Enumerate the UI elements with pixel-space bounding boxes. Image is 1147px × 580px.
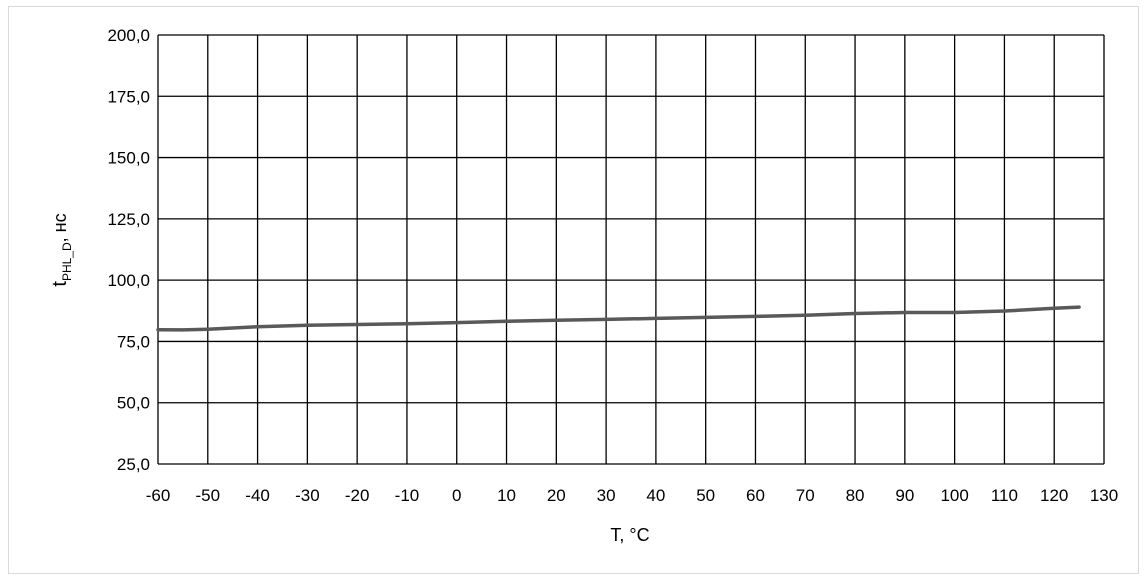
y-axis-label-unit: , нс: [50, 213, 70, 242]
x-axis-label: T, °C: [610, 525, 649, 545]
x-tick-label: 50: [696, 486, 715, 505]
x-tick-label: 130: [1090, 486, 1118, 505]
y-tick-label: 25,0: [117, 455, 150, 474]
x-tick-label: 100: [940, 486, 968, 505]
x-tick-label: 40: [646, 486, 665, 505]
x-tick-label: 60: [746, 486, 765, 505]
x-tick-label: 70: [796, 486, 815, 505]
x-tick-label: -10: [395, 486, 420, 505]
y-tick-label: 50,0: [117, 394, 150, 413]
x-tick-label: -40: [245, 486, 270, 505]
x-tick-label: 20: [547, 486, 566, 505]
y-tick-label: 175,0: [107, 87, 150, 106]
y-tick-label: 75,0: [117, 332, 150, 351]
x-tick-label: 10: [497, 486, 516, 505]
x-tick-label: -30: [295, 486, 320, 505]
y-tick-label: 150,0: [107, 149, 150, 168]
chart-frame: [8, 6, 1139, 574]
y-tick-label: 200,0: [107, 26, 150, 45]
x-tick-label: -50: [196, 486, 221, 505]
y-tick-label: 125,0: [107, 210, 150, 229]
x-tick-label: -20: [345, 486, 370, 505]
y-axis-label: tPHL_D, нс: [49, 213, 74, 286]
x-tick-label: -60: [146, 486, 171, 505]
y-axis-label-subscript: PHL_D: [60, 242, 74, 281]
x-tick-label: 0: [452, 486, 461, 505]
x-tick-label: 80: [846, 486, 865, 505]
y-axis-ticks: 25,0 50,0 75,0 100,0 125,0 150,0 175,0 200,0: [107, 26, 150, 474]
y-axis-label-main: t: [49, 281, 71, 287]
x-tick-label: 30: [597, 486, 616, 505]
x-tick-label: 120: [1040, 486, 1068, 505]
series-line: [156, 305, 1081, 332]
x-tick-label: 90: [895, 486, 914, 505]
series-layer: [156, 305, 1081, 332]
grid: [157, 34, 1105, 465]
x-axis-ticks: -60 -50 -40 -30 -20 -10 0 10 20 30 40 50 60 70 80 90 100…: [146, 486, 1118, 505]
x-tick-label: 110: [991, 486, 1018, 505]
y-tick-label: 100,0: [107, 271, 150, 290]
